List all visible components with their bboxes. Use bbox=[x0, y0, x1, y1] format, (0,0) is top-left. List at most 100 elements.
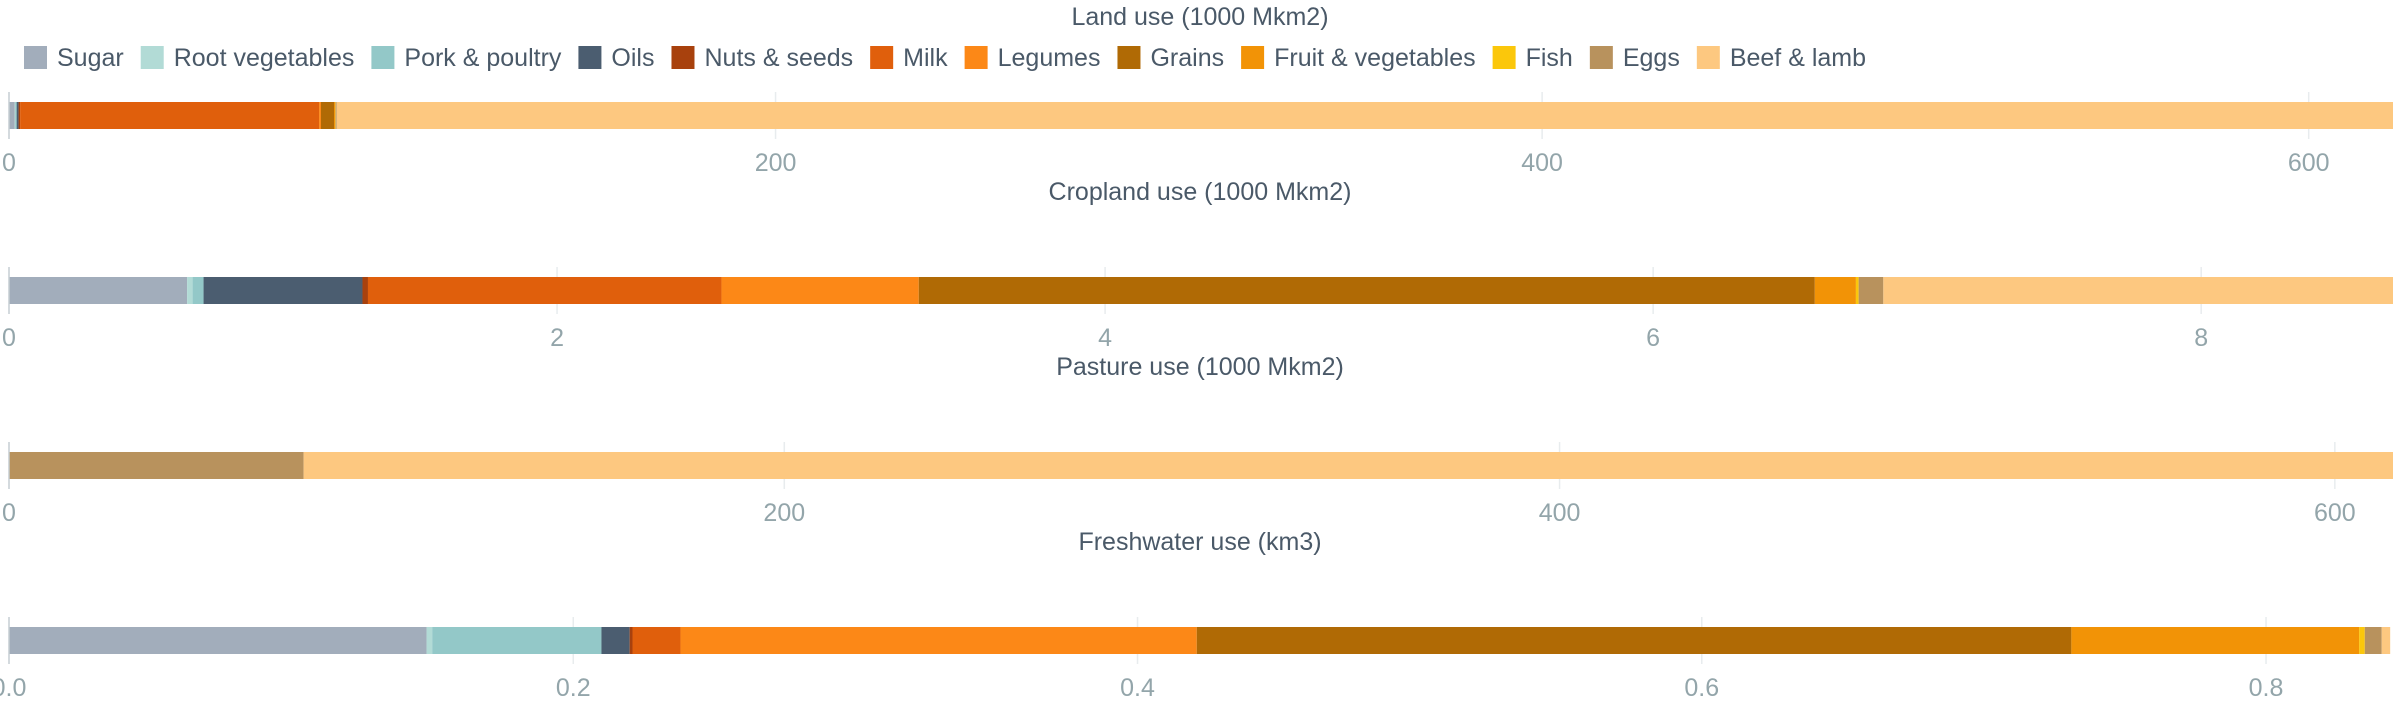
bar-segment bbox=[9, 452, 304, 479]
tick-label: 8 bbox=[2194, 324, 2208, 352]
legend-item: Fruit & vegetables bbox=[1241, 44, 1476, 72]
bar-segment bbox=[204, 277, 363, 304]
tick-label: 200 bbox=[755, 149, 797, 177]
bar-segment bbox=[630, 627, 633, 654]
bar-segment bbox=[9, 102, 15, 129]
bar-segment bbox=[2365, 627, 2382, 654]
legend-item: Milk bbox=[870, 44, 948, 72]
legend-label: Grains bbox=[1150, 44, 1224, 72]
tick-label: 0 bbox=[2, 499, 16, 527]
legend-swatch bbox=[1493, 46, 1516, 69]
tick-label: 400 bbox=[1521, 149, 1563, 177]
bar-segment bbox=[336, 102, 337, 129]
tick-label: 200 bbox=[763, 499, 805, 527]
legend-item: Eggs bbox=[1590, 44, 1680, 72]
legend-swatch bbox=[1117, 46, 1140, 69]
legend-label: Root vegetables bbox=[174, 44, 355, 72]
legend-label: Eggs bbox=[1623, 44, 1680, 72]
tick-label: 400 bbox=[1539, 499, 1581, 527]
legend-swatch bbox=[371, 46, 394, 69]
bar-segment bbox=[334, 102, 335, 129]
legend-swatch bbox=[671, 46, 694, 69]
tick-label: 0.0 bbox=[0, 674, 26, 700]
bar-segment bbox=[362, 277, 367, 304]
bar-segment bbox=[16, 102, 17, 129]
bar-segment bbox=[1883, 277, 2393, 304]
legend-label: Nuts & seeds bbox=[704, 44, 853, 72]
panel: Land use (1000 Mkm2) 0 200 400 600 bbox=[2, 3, 2393, 177]
panel-title: Land use (1000 Mkm2) bbox=[1071, 3, 1328, 31]
bar-segment bbox=[601, 627, 629, 654]
legend-swatch bbox=[965, 46, 988, 69]
legend-label: Legumes bbox=[998, 44, 1101, 72]
tick-label: 0.8 bbox=[2249, 674, 2284, 700]
bar-segment bbox=[193, 277, 204, 304]
legend-label: Beef & lamb bbox=[1730, 44, 1866, 72]
legend-swatch bbox=[578, 46, 601, 69]
panel-title: Pasture use (1000 Mkm2) bbox=[1056, 353, 1344, 381]
legend-label: Fish bbox=[1526, 44, 1573, 72]
bar-segment bbox=[368, 277, 721, 304]
legend-item: Fish bbox=[1493, 44, 1573, 72]
bar-segment bbox=[9, 277, 187, 304]
panel-title: Freshwater use (km3) bbox=[1078, 528, 1321, 556]
bar-segment bbox=[2359, 627, 2365, 654]
bar-segment bbox=[1859, 277, 1884, 304]
legend: Sugar Root vegetables Pork & poultry Oils Nu… bbox=[24, 44, 1866, 72]
legend-label: Fruit & vegetables bbox=[1274, 44, 1476, 72]
legend-swatch bbox=[24, 46, 47, 69]
bar-segment bbox=[304, 452, 2393, 479]
bar-segment bbox=[19, 102, 21, 129]
bar-segment bbox=[1856, 277, 1859, 304]
panel-title: Cropland use (1000 Mkm2) bbox=[1049, 178, 1352, 206]
legend-item: Beef & lamb bbox=[1697, 44, 1866, 72]
bar-segment bbox=[319, 102, 321, 129]
legend-swatch bbox=[141, 46, 164, 69]
panel: Freshwater use (km3)0.00.20.40.60.8 bbox=[0, 528, 2390, 700]
tick-label: 0.6 bbox=[1684, 674, 1719, 700]
legend-swatch bbox=[1241, 46, 1264, 69]
bar-segment bbox=[17, 102, 19, 129]
bar-segment bbox=[680, 627, 1196, 654]
bar-segment bbox=[919, 277, 1815, 304]
bar-segment bbox=[2071, 627, 2359, 654]
legend-label: Sugar bbox=[57, 44, 124, 72]
tick-label: 0.4 bbox=[1120, 674, 1155, 700]
legend-label: Oils bbox=[611, 44, 654, 72]
bar-segment bbox=[15, 102, 16, 129]
tick-label: 0 bbox=[2, 324, 16, 352]
bar-segment bbox=[187, 277, 192, 304]
bar-segment bbox=[427, 627, 433, 654]
tick-label: 6 bbox=[1646, 324, 1660, 352]
legend-item: Pork & poultry bbox=[371, 44, 562, 72]
bar-segment bbox=[633, 627, 681, 654]
tick-label: 600 bbox=[2288, 149, 2330, 177]
legend-item: Root vegetables bbox=[141, 44, 355, 72]
bar-segment bbox=[1197, 627, 2072, 654]
panel: Cropland use (1000 Mkm2) 0 2 4 6 8 bbox=[2, 178, 2393, 352]
legend-swatch bbox=[1590, 46, 1613, 69]
legend-item: Nuts & seeds bbox=[671, 44, 853, 72]
bar-segment bbox=[9, 627, 427, 654]
panel: Pasture use (1000 Mkm2) 0 200 400 600 bbox=[2, 353, 2393, 527]
legend-item: Oils bbox=[578, 44, 654, 72]
legend-label: Milk bbox=[903, 44, 948, 72]
bar-segment bbox=[20, 102, 319, 129]
legend-item: Sugar bbox=[24, 44, 124, 72]
bar-segment bbox=[2382, 627, 2390, 654]
bar-segment bbox=[1815, 277, 1856, 304]
tick-label: 0 bbox=[2, 149, 16, 177]
bar-segment bbox=[337, 102, 2393, 129]
legend-item: Grains bbox=[1117, 44, 1224, 72]
tick-label: 600 bbox=[2314, 499, 2356, 527]
bar-segment bbox=[432, 627, 601, 654]
tick-label: 2 bbox=[550, 324, 564, 352]
tick-label: 4 bbox=[1098, 324, 1112, 352]
legend-swatch bbox=[870, 46, 893, 69]
bar-segment bbox=[721, 277, 918, 304]
legend-item: Legumes bbox=[965, 44, 1101, 72]
legend-label: Pork & poultry bbox=[404, 44, 562, 72]
